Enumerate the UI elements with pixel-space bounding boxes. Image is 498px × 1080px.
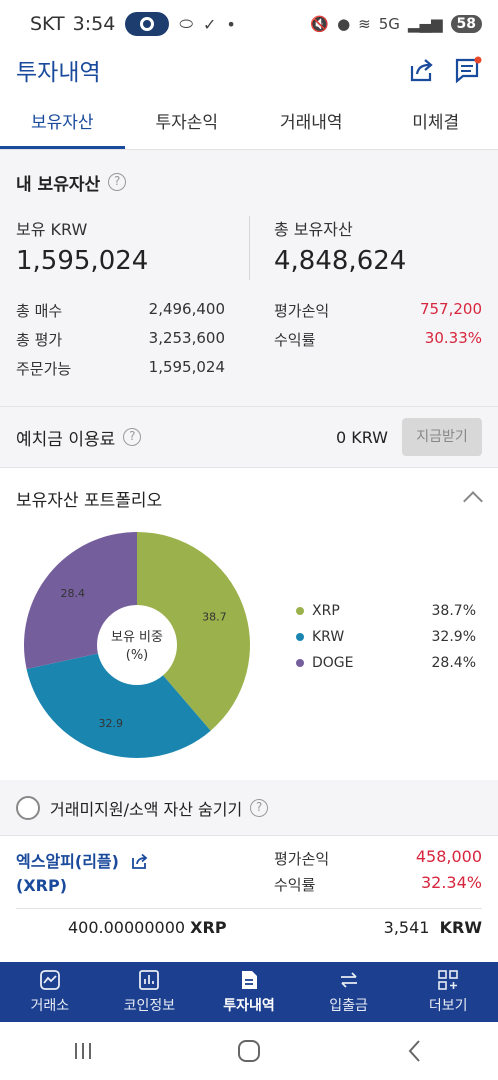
tab-open-orders[interactable]: 미체결 (412, 113, 460, 133)
recording-indicator-icon (125, 12, 170, 36)
clock: 3:54 (72, 13, 116, 35)
nav-more[interactable]: 더보기 (398, 962, 498, 1022)
deposit-fee-row: 예치금 이용료 ? 0 KRW 지금받기 (0, 406, 498, 468)
legend-label: KRW (312, 629, 345, 645)
krw-label: 보유 KRW (16, 220, 88, 239)
divider (16, 908, 482, 909)
holdings-title-text: 내 보유자산 (16, 174, 101, 195)
asset-quantity: 400.00000000 XRP (68, 918, 227, 937)
legend-item-doge: DOGE 28.4% (296, 650, 476, 676)
share-icon[interactable] (408, 56, 436, 84)
pie-center-label: (%) (126, 648, 149, 663)
system-navigation-bar (0, 1022, 498, 1080)
tab-holdings[interactable]: 보유자산 (0, 98, 125, 149)
more-dots-icon: • (226, 14, 236, 34)
pie-slice-label: 38.7 (202, 610, 227, 623)
stat-eval-pnl: 평가손익 757,200 (274, 300, 482, 320)
hide-small-assets-row[interactable]: 거래미지원/소액 자산 숨기기 ? (0, 780, 498, 836)
network-type: 5G (378, 15, 400, 33)
pill-icon: ⬭ (179, 14, 193, 33)
pie-center-hole (97, 605, 177, 685)
share-icon[interactable] (131, 852, 149, 870)
notification-icon: ✓ (203, 14, 217, 34)
pie-slice-krw[interactable] (26, 645, 211, 758)
nav-coin-info[interactable]: 코인정보 (100, 962, 200, 1022)
legend-label: XRP (312, 603, 340, 619)
legend-percent: 38.7% (431, 603, 476, 619)
legend-item-xrp: XRP 38.7% (296, 598, 476, 624)
hide-small-assets-radio[interactable] (16, 795, 40, 820)
holdings-section-title: 내 보유자산 ? (0, 150, 498, 214)
signal-icon: ▂▄▆ (407, 15, 443, 33)
mute-icon: 🔇 (310, 15, 330, 33)
help-icon[interactable]: ? (250, 798, 269, 817)
legend-percent: 28.4% (431, 655, 476, 671)
divider (249, 216, 250, 280)
legend-percent: 32.9% (431, 629, 476, 645)
hide-small-assets-label: 거래미지원/소액 자산 숨기기 (50, 799, 243, 819)
holdings-summary: 보유 KRW 1,595,024 총 보유자산 4,848,624 총 매수 2… (0, 214, 498, 394)
back-icon[interactable] (402, 1038, 428, 1064)
asset-pnl-label: 평가손익 (274, 850, 330, 868)
stat-total-eval: 총 평가 3,253,600 (16, 329, 225, 349)
total-assets-label: 총 보유자산 (274, 220, 353, 239)
recent-apps-icon[interactable] (70, 1038, 96, 1064)
exchange-chart-icon (39, 970, 60, 990)
portfolio-section: 보유자산 포트폴리오 38.7 32.9 28.4 보유 비중 (%) XRP 38.7%… (0, 468, 498, 780)
tab-profit-loss[interactable]: 투자손익 (155, 113, 219, 133)
portfolio-title: 보유자산 포트폴리오 (16, 491, 163, 511)
carrier: SKT (30, 13, 65, 35)
asset-name[interactable]: 엑스알피(리플) (XRP) (16, 850, 149, 898)
asset-pnl-value: 458,000 (415, 847, 482, 866)
legend-label: DOGE (312, 655, 354, 671)
help-icon[interactable]: ? (123, 428, 142, 446)
pie-slice-label: 28.4 (61, 587, 86, 600)
asset-return-label: 수익률 (274, 876, 316, 894)
deposit-fee-label: 예치금 이용료 (16, 429, 116, 450)
main-content[interactable]: 내 보유자산 ? 보유 KRW 1,595,024 총 보유자산 4,848,6… (0, 150, 498, 962)
nav-exchange[interactable]: 거래소 (0, 962, 100, 1022)
app-header: 투자내역 (0, 48, 498, 92)
nav-investment-history[interactable]: 투자내역 (199, 962, 299, 1022)
pie-legend: XRP 38.7% KRW 32.9% DOGE 28.4% (296, 598, 476, 676)
asset-avg-price: 3,541 KRW (383, 918, 482, 937)
status-bar: SKT 3:54 ⬭ ✓ • 🔇 ● ≋ 5G ▂▄▆ 58 (0, 0, 498, 48)
nav-deposit-withdraw[interactable]: 입출금 (299, 962, 399, 1022)
pie-svg: 38.7 32.9 28.4 보유 비중 (%) (23, 532, 251, 758)
asset-return-value: 32.34% (420, 873, 482, 892)
document-icon (241, 971, 257, 989)
tab-bar: 보유자산 투자손익 거래내역 미체결 (0, 98, 498, 150)
legend-dot (296, 633, 304, 641)
pie-slice-label: 32.9 (99, 717, 124, 730)
help-icon[interactable]: ? (108, 173, 127, 191)
battery-indicator: 58 (450, 15, 482, 33)
bar-chart-icon (139, 970, 160, 990)
page-title: 투자내역 (16, 60, 101, 86)
receive-now-button[interactable]: 지금받기 (402, 418, 482, 456)
stat-orderable: 주문가능 1,595,024 (16, 358, 225, 378)
pie-slice-xrp[interactable] (137, 532, 251, 731)
krw-value: 1,595,024 (16, 246, 149, 276)
legend-dot (296, 607, 304, 615)
home-icon[interactable] (236, 1038, 262, 1064)
location-icon: ● (337, 15, 351, 33)
collapse-chevron-icon[interactable] (463, 491, 483, 511)
grid-plus-icon (438, 970, 458, 990)
wifi-icon: ≋ (358, 15, 371, 33)
notice-icon[interactable] (454, 56, 482, 84)
asset-card-xrp[interactable]: 엑스알피(리플) (XRP) 평가손익 458,000 수익률 32.34% 4… (0, 836, 498, 962)
tab-transactions[interactable]: 거래내역 (279, 113, 343, 133)
deposit-fee-amount: 0 KRW (335, 427, 388, 447)
portfolio-pie-chart: 38.7 32.9 28.4 보유 비중 (%) (22, 530, 252, 760)
stat-return-rate: 수익률 30.33% (274, 329, 482, 349)
legend-dot (296, 659, 304, 667)
transfer-arrows-icon (340, 972, 357, 988)
total-assets-value: 4,848,624 (274, 246, 407, 276)
bottom-navigation: 거래소 코인정보 투자내역 입출금 더보기 (0, 962, 498, 1022)
legend-item-krw: KRW 32.9% (296, 624, 476, 650)
stat-total-buy: 총 매수 2,496,400 (16, 300, 225, 320)
pie-center-label: 보유 비중 (111, 630, 163, 645)
